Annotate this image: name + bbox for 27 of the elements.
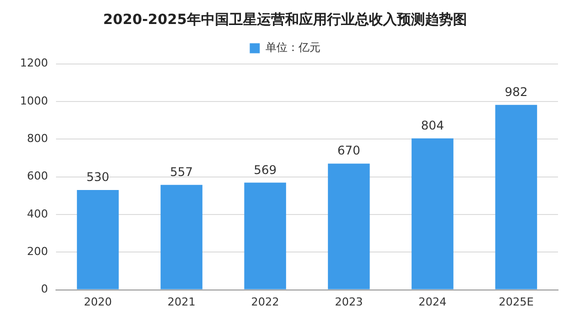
data-label: 569 bbox=[254, 162, 277, 177]
y-tick-label: 400 bbox=[26, 207, 48, 220]
data-label: 804 bbox=[421, 118, 444, 133]
x-tick-label: 2020 bbox=[84, 295, 112, 308]
legend-label: 单位：亿元 bbox=[265, 41, 320, 54]
x-tick-label: 2023 bbox=[334, 295, 363, 308]
x-tick-label: 2021 bbox=[167, 295, 196, 308]
y-tick-label: 0 bbox=[40, 282, 48, 296]
x-tick-label: 2024 bbox=[418, 295, 446, 308]
y-tick-label: 600 bbox=[26, 170, 48, 183]
x-tick-label: 2022 bbox=[251, 295, 280, 308]
data-label: 530 bbox=[86, 170, 110, 184]
bar bbox=[76, 190, 119, 290]
x-tick-label: 2025E bbox=[498, 295, 534, 308]
bar bbox=[328, 164, 370, 290]
data-label: 670 bbox=[337, 144, 360, 158]
y-tick-label: 800 bbox=[26, 132, 48, 145]
data-label: 557 bbox=[170, 165, 193, 180]
y-tick-label: 200 bbox=[26, 244, 48, 258]
bar bbox=[160, 184, 202, 290]
y-tick-label: 1200 bbox=[20, 56, 48, 70]
data-label: 982 bbox=[504, 84, 528, 99]
bar bbox=[412, 138, 454, 290]
bar bbox=[495, 104, 538, 290]
bar bbox=[244, 182, 286, 290]
chart-title: 2020-2025年中国卫星运营和应用行业总收入预测趋势图 bbox=[103, 11, 467, 28]
y-tick-label: 1000 bbox=[20, 94, 48, 108]
